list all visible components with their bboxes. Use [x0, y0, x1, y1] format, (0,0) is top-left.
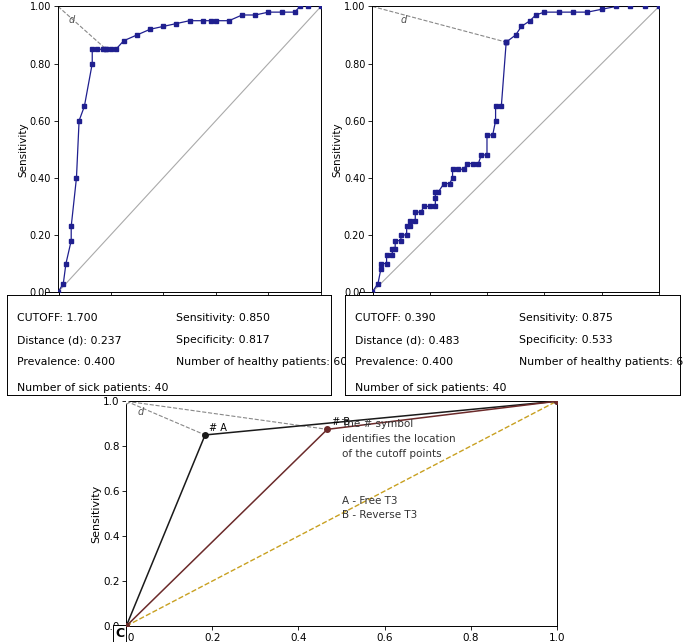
Text: d: d — [68, 15, 75, 25]
Text: Distance (d): 0.483: Distance (d): 0.483 — [355, 335, 460, 345]
Text: Number of sick patients: 40: Number of sick patients: 40 — [355, 383, 507, 393]
Text: Number of healthy patients: 60: Number of healthy patients: 60 — [176, 357, 347, 367]
Text: C: C — [115, 627, 124, 640]
Text: d: d — [137, 407, 143, 417]
Text: A - Free T3
B - Reverse T3: A - Free T3 B - Reverse T3 — [342, 496, 417, 521]
Text: CUTOFF: 0.390: CUTOFF: 0.390 — [355, 313, 436, 323]
Text: Specificity: 0.533: Specificity: 0.533 — [519, 335, 613, 345]
Text: CUTOFF: 1.700: CUTOFF: 1.700 — [16, 313, 97, 323]
Text: d: d — [401, 15, 407, 25]
Text: The # symbol
identifies the location
of the cutoff points: The # symbol identifies the location of … — [342, 419, 455, 459]
Text: Prevalence: 0.400: Prevalence: 0.400 — [16, 357, 115, 367]
X-axis label: 1 - Specificity: 1 - Specificity — [154, 315, 225, 325]
X-axis label: 1 - Specificity: 1 - Specificity — [480, 315, 551, 325]
Y-axis label: Sensitivity: Sensitivity — [18, 122, 28, 177]
Text: # B: # B — [332, 417, 350, 427]
Text: Number of sick patients: 40: Number of sick patients: 40 — [16, 383, 168, 393]
Text: B: B — [361, 293, 371, 306]
Text: A: A — [47, 293, 57, 306]
Text: # A: # A — [210, 422, 227, 433]
Text: Specificity: 0.817: Specificity: 0.817 — [176, 335, 269, 345]
Text: Prevalence: 0.400: Prevalence: 0.400 — [355, 357, 453, 367]
Text: Sensitivity: 0.850: Sensitivity: 0.850 — [176, 313, 270, 323]
Y-axis label: Sensitivity: Sensitivity — [92, 485, 102, 542]
Y-axis label: Sensitivity: Sensitivity — [333, 122, 342, 177]
Text: Distance (d): 0.237: Distance (d): 0.237 — [16, 335, 121, 345]
Text: Sensitivity: 0.875: Sensitivity: 0.875 — [519, 313, 613, 323]
Text: Number of healthy patients: 60: Number of healthy patients: 60 — [519, 357, 683, 367]
